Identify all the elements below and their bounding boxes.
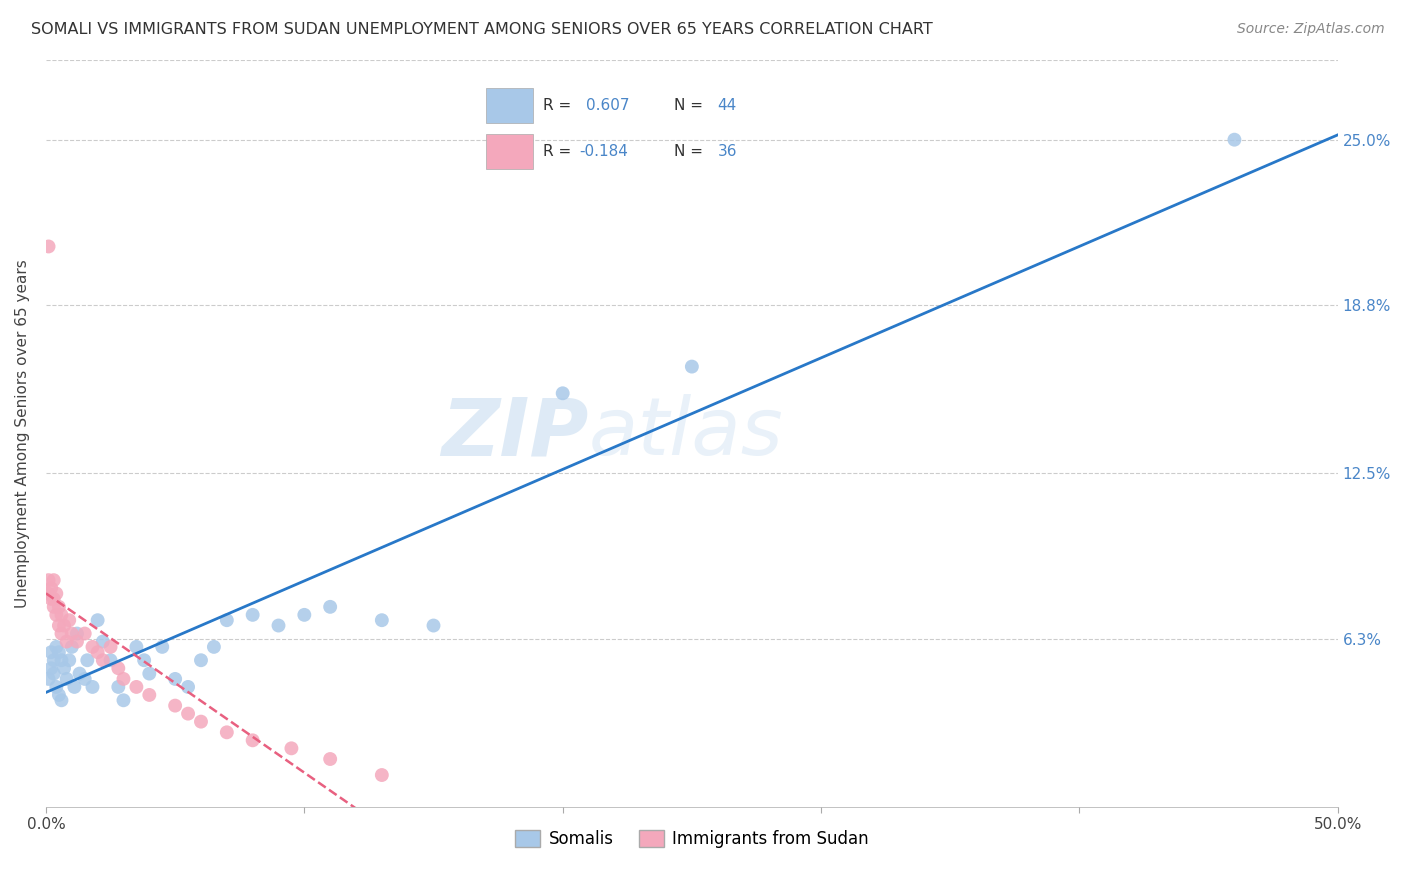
Point [125, 640, 148, 654]
Point [42, 573, 65, 587]
Point [202, 640, 225, 654]
Point [58, 613, 80, 627]
Point [51, 607, 73, 622]
Point [53, 661, 76, 675]
Point [551, 386, 574, 401]
Point [39, 645, 62, 659]
Point [60, 626, 83, 640]
Point [73, 672, 96, 686]
Point [60, 640, 83, 654]
Point [371, 768, 394, 782]
Point [66, 626, 89, 640]
Point [112, 672, 135, 686]
Text: ZIP: ZIP [441, 394, 589, 473]
Point [55, 634, 77, 648]
Point [51, 693, 73, 707]
Point [69, 666, 91, 681]
Point [112, 693, 135, 707]
Point [681, 359, 703, 374]
Point [91, 634, 114, 648]
Point [42, 599, 65, 614]
Point [138, 666, 160, 681]
Point [319, 599, 342, 614]
Point [45, 640, 67, 654]
Point [45, 607, 67, 622]
Point [242, 607, 264, 622]
Point [91, 653, 114, 667]
Point [38, 573, 60, 587]
Point [42, 653, 65, 667]
Point [177, 680, 200, 694]
Point [150, 640, 173, 654]
Point [73, 626, 96, 640]
Point [125, 680, 148, 694]
Y-axis label: Unemployment Among Seniors over 65 years: Unemployment Among Seniors over 65 years [15, 259, 30, 607]
Point [86, 613, 108, 627]
Point [422, 618, 444, 632]
Point [38, 239, 60, 253]
Point [134, 653, 156, 667]
Point [39, 661, 62, 675]
Point [190, 653, 212, 667]
Point [107, 680, 129, 694]
Point [215, 613, 238, 627]
Point [190, 714, 212, 729]
Point [165, 672, 187, 686]
Point [38, 586, 60, 600]
Point [280, 741, 302, 756]
Point [371, 613, 394, 627]
Point [58, 653, 80, 667]
Legend: Somalis, Immigrants from Sudan: Somalis, Immigrants from Sudan [509, 823, 875, 855]
Point [48, 618, 70, 632]
Point [45, 586, 67, 600]
Point [107, 661, 129, 675]
Point [45, 680, 67, 694]
Point [215, 725, 238, 739]
Text: atlas: atlas [589, 394, 783, 473]
Point [66, 634, 89, 648]
Point [76, 653, 98, 667]
Point [242, 733, 264, 747]
Point [63, 680, 86, 694]
Point [100, 653, 122, 667]
Point [42, 666, 65, 681]
Point [39, 581, 62, 595]
Point [38, 672, 60, 686]
Point [51, 653, 73, 667]
Point [292, 607, 315, 622]
Point [138, 688, 160, 702]
Point [177, 706, 200, 721]
Point [86, 645, 108, 659]
Point [82, 680, 104, 694]
Point [42, 591, 65, 606]
Point [165, 698, 187, 713]
Point [319, 752, 342, 766]
Point [48, 688, 70, 702]
Point [48, 645, 70, 659]
Point [53, 618, 76, 632]
Point [100, 640, 122, 654]
Point [39, 591, 62, 606]
Text: SOMALI VS IMMIGRANTS FROM SUDAN UNEMPLOYMENT AMONG SENIORS OVER 65 YEARS CORRELA: SOMALI VS IMMIGRANTS FROM SUDAN UNEMPLOY… [31, 22, 932, 37]
Point [48, 599, 70, 614]
Point [51, 626, 73, 640]
Point [1223, 133, 1246, 147]
Point [267, 618, 290, 632]
Point [55, 672, 77, 686]
Point [82, 640, 104, 654]
Text: Source: ZipAtlas.com: Source: ZipAtlas.com [1237, 22, 1385, 37]
